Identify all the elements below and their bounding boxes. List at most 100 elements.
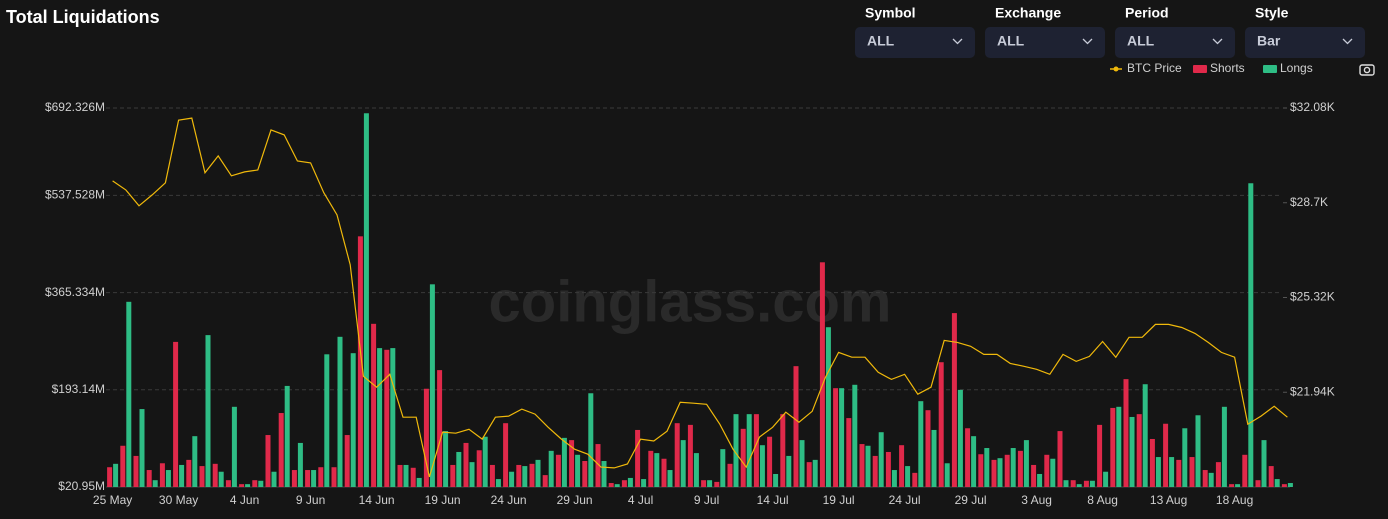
legend-item[interactable]: Shorts xyxy=(1193,61,1245,75)
dropdown-chevron xyxy=(1212,38,1223,45)
x-tick-label: 9 Jun xyxy=(296,493,325,507)
bar xyxy=(173,341,179,487)
bar xyxy=(509,471,515,487)
bar xyxy=(377,348,383,487)
bar xyxy=(423,388,429,487)
bar xyxy=(429,284,435,487)
bar xyxy=(793,366,799,487)
bar xyxy=(1031,464,1037,487)
bar xyxy=(1110,407,1116,487)
bar xyxy=(971,436,977,487)
bar xyxy=(1149,438,1155,487)
bar xyxy=(1163,423,1169,487)
bar xyxy=(635,429,641,487)
bar xyxy=(978,454,984,487)
y-tick-label: $365.334M xyxy=(45,285,105,299)
bar xyxy=(225,480,231,487)
bar xyxy=(1176,459,1182,487)
bar xyxy=(951,313,957,487)
bar xyxy=(284,385,290,487)
legend-label: BTC Price xyxy=(1127,61,1182,75)
legend-item[interactable]: BTC Price xyxy=(1110,61,1182,75)
bar xyxy=(759,445,765,487)
bar xyxy=(1235,484,1241,487)
bar xyxy=(529,463,535,487)
camera-body xyxy=(1359,64,1375,76)
bar xyxy=(522,466,528,487)
dropdown-value: Bar xyxy=(1257,33,1281,49)
x-tick-label: 29 Jun xyxy=(557,493,593,507)
x-tick-label: 9 Jul xyxy=(694,493,719,507)
bar xyxy=(575,454,581,487)
bar xyxy=(410,467,416,487)
bar xyxy=(350,353,356,487)
bar xyxy=(569,440,575,487)
bar xyxy=(693,453,699,487)
bar xyxy=(344,435,350,487)
bar xyxy=(944,463,950,487)
bar xyxy=(1010,448,1016,487)
filter-dropdown[interactable]: ALL xyxy=(855,27,975,58)
filter-label: Period xyxy=(1125,5,1169,21)
filter-dropdown[interactable]: ALL xyxy=(985,27,1105,58)
bar xyxy=(938,362,944,487)
bar xyxy=(825,327,831,487)
bar xyxy=(852,384,858,487)
bar xyxy=(614,484,620,487)
bar xyxy=(1017,450,1023,487)
filter-label: Exchange xyxy=(995,5,1061,21)
bar xyxy=(878,432,884,487)
bar xyxy=(1129,416,1135,487)
bar xyxy=(767,436,773,487)
legend-swatch xyxy=(1263,65,1277,73)
bar xyxy=(1268,466,1274,487)
bar xyxy=(1261,440,1267,487)
bar xyxy=(437,370,443,487)
x-tick-label: 14 Jun xyxy=(359,493,395,507)
bar xyxy=(641,479,647,487)
bar xyxy=(205,335,211,487)
bar xyxy=(107,467,113,487)
bar xyxy=(997,458,1003,487)
bar xyxy=(627,477,633,487)
camera-icon[interactable] xyxy=(1359,64,1375,76)
bar xyxy=(469,462,475,487)
bar xyxy=(918,401,924,487)
bar xyxy=(239,484,245,487)
bar xyxy=(912,472,918,487)
bar xyxy=(714,481,720,487)
bar xyxy=(1089,480,1095,487)
bar xyxy=(258,480,264,487)
bar xyxy=(859,444,865,487)
bar xyxy=(390,348,396,487)
bar xyxy=(984,448,990,487)
bar xyxy=(456,451,462,487)
bar xyxy=(1195,415,1201,487)
filter-dropdown[interactable]: ALL xyxy=(1115,27,1235,58)
bar xyxy=(397,464,403,487)
bar xyxy=(608,483,614,487)
x-tick-label: 18 Aug xyxy=(1216,493,1253,507)
filter-label: Style xyxy=(1255,5,1289,21)
bar xyxy=(965,428,971,487)
dropdown-chevron xyxy=(1342,38,1353,45)
bar xyxy=(179,464,185,487)
bar xyxy=(489,464,495,487)
filter-dropdown[interactable]: Bar xyxy=(1245,27,1365,58)
bar xyxy=(733,414,739,487)
bar xyxy=(654,453,660,487)
legend-item[interactable]: Longs xyxy=(1263,61,1313,75)
x-tick-label: 24 Jun xyxy=(491,493,527,507)
bar xyxy=(297,442,303,487)
bar xyxy=(588,393,594,487)
price-line xyxy=(112,117,1288,478)
bar xyxy=(126,301,132,487)
bar xyxy=(1057,431,1063,487)
dropdown-chevron xyxy=(1082,38,1093,45)
bar xyxy=(1229,484,1235,487)
y-tick-label: $20.95M xyxy=(58,479,105,493)
watermark: coinglass.com xyxy=(489,269,892,334)
dropdown-box xyxy=(855,27,975,58)
bar xyxy=(482,436,488,487)
